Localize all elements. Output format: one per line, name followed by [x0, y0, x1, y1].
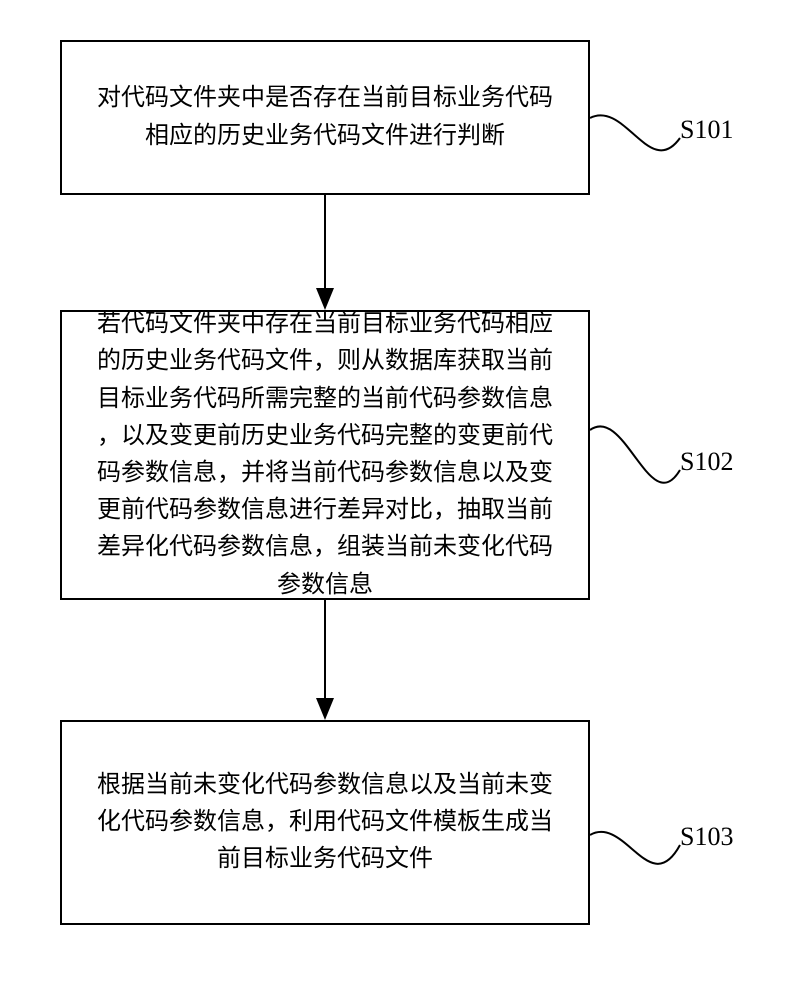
connector-overlay [0, 0, 793, 1000]
